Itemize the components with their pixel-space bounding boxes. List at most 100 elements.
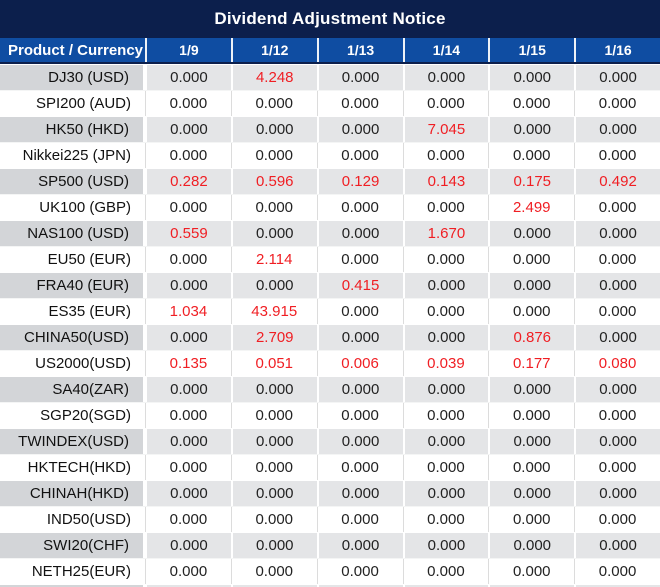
value-cell: 0.000 [145, 559, 231, 584]
value-cell: 0.000 [488, 533, 575, 558]
value-cell: 0.000 [488, 377, 575, 402]
value-cell: 0.000 [402, 429, 489, 454]
value-cell: 0.000 [488, 65, 575, 90]
value-cell: 0.000 [402, 455, 489, 480]
value-cell: 0.000 [316, 221, 403, 246]
value-cell: 0.000 [316, 533, 403, 558]
table-row: HK50 (HKD) 0.000 0.000 0.000 7.045 0.000 0.000 [0, 117, 660, 143]
column-header-date-6: 1/16 [574, 38, 660, 62]
value-cell: 0.000 [145, 325, 231, 350]
value-cell [488, 585, 575, 587]
value-cell: 0.000 [145, 117, 231, 142]
value-cell: 0.000 [145, 377, 231, 402]
product-cell: UK100 (GBP) [39, 199, 131, 216]
product-cell: IND50(USD) [46, 511, 131, 528]
value-cell: 0.000 [488, 455, 574, 480]
value-cell [402, 585, 489, 587]
value-cell: 0.000 [402, 195, 489, 220]
table-row: Nikkei225 (JPN) 0.000 0.000 0.000 0.000 0.000… [0, 143, 660, 169]
value-cell: 0.000 [230, 91, 317, 116]
value-cell: 0.596 [230, 169, 317, 194]
value-cell: 0.000 [316, 143, 403, 168]
table-row: ES35 (EUR) 1.034 43.915 0.000 0.000 0.000 0.00… [0, 299, 660, 325]
table-row: SWI20(CHF) 0.000 0.000 0.000 0.000 0.000 0.000 [0, 533, 660, 559]
value-cell: 0.129 [316, 169, 403, 194]
value-cell: 0.000 [574, 65, 660, 90]
product-cell: SPI200 (AUD) [35, 95, 131, 112]
value-cell: 0.000 [488, 221, 575, 246]
product-cell: TWINDEX(USD) [0, 429, 145, 454]
column-header-date-5: 1/15 [488, 38, 574, 62]
value-cell: 0.000 [145, 91, 231, 116]
value-cell: 1.670 [402, 221, 489, 246]
value-cell: 0.000 [230, 221, 317, 246]
value-cell: 0.000 [488, 91, 574, 116]
value-cell: 0.000 [574, 429, 660, 454]
value-cell: 0.000 [574, 403, 660, 428]
value-cell: 0.000 [574, 299, 660, 324]
table-row: SP500 (USD) 0.282 0.596 0.129 0.143 0.175 0.49… [0, 169, 660, 195]
product-cell: HK50 (HKD) [0, 117, 145, 142]
value-cell: 0.000 [145, 533, 231, 558]
table-row: UK100 (GBP) 0.000 0.000 0.000 0.000 2.499 0.00… [0, 195, 660, 221]
product-cell: SP500 (USD) [0, 169, 145, 194]
table-row: SPI200 (AUD) 0.000 0.000 0.000 0.000 0.000 0.0… [0, 91, 660, 117]
value-cell: 0.177 [488, 351, 574, 376]
value-cell: 0.000 [402, 403, 489, 428]
value-cell: 0.000 [316, 507, 403, 532]
value-cell: 0.000 [230, 377, 317, 402]
value-cell: 0.000 [402, 65, 489, 90]
value-cell: 0.000 [402, 481, 489, 506]
product-cell: CHINAH(HKD) [0, 481, 145, 506]
value-cell: 0.000 [488, 247, 574, 272]
value-cell: 0.080 [574, 351, 660, 376]
column-header-date-2: 1/12 [230, 38, 317, 62]
value-cell: 2.709 [230, 325, 317, 350]
product-cell: SGP20(SGD) [40, 407, 131, 424]
value-cell: 0.415 [316, 273, 403, 298]
value-cell: 0.000 [574, 559, 660, 584]
value-cell: 0.000 [145, 247, 231, 272]
table-row: SGP20(SGD) 0.000 0.000 0.000 0.000 0.000 0.000 [0, 403, 660, 429]
value-cell: 7.045 [402, 117, 489, 142]
product-cell: CHINA50(USD) [0, 325, 145, 350]
product-cell: DJ30 (USD) [0, 65, 145, 90]
value-cell: 0.000 [316, 65, 403, 90]
value-cell: 0.000 [488, 117, 575, 142]
product-cell: FRA40 (EUR) [0, 273, 145, 298]
value-cell: 0.000 [402, 247, 489, 272]
value-cell: 0.000 [316, 91, 403, 116]
value-cell: 0.492 [574, 169, 660, 194]
value-cell: 0.000 [230, 195, 317, 220]
value-cell: 0.000 [316, 195, 403, 220]
value-cell: 0.000 [230, 559, 317, 584]
value-cell: 0.000 [316, 117, 403, 142]
product-cell: Nikkei225 (JPN) [22, 147, 131, 164]
value-cell: 0.000 [402, 377, 489, 402]
clipped-next-row [0, 585, 660, 587]
value-cell: 0.000 [230, 507, 317, 532]
value-cell: 0.000 [230, 429, 317, 454]
value-cell: 0.000 [230, 143, 317, 168]
value-cell: 0.000 [316, 455, 403, 480]
value-cell: 0.000 [316, 403, 403, 428]
value-cell: 0.000 [316, 247, 403, 272]
value-cell: 0.876 [488, 325, 575, 350]
value-cell: 1.034 [145, 299, 231, 324]
value-cell [574, 585, 660, 587]
value-cell: 43.915 [230, 299, 317, 324]
table-row: NAS100 (USD) 0.559 0.000 0.000 1.670 0.000 0.0… [0, 221, 660, 247]
value-cell: 0.000 [488, 143, 574, 168]
value-cell: 0.000 [402, 91, 489, 116]
value-cell: 0.000 [574, 117, 660, 142]
value-cell: 0.000 [145, 455, 231, 480]
product-cell: US2000(USD) [35, 355, 131, 372]
value-cell: 0.000 [316, 429, 403, 454]
value-cell [145, 585, 231, 587]
value-cell: 2.114 [230, 247, 317, 272]
value-cell: 0.000 [316, 377, 403, 402]
product-cell: ES35 (EUR) [48, 303, 131, 320]
value-cell: 0.000 [488, 429, 575, 454]
value-cell: 0.000 [145, 507, 231, 532]
